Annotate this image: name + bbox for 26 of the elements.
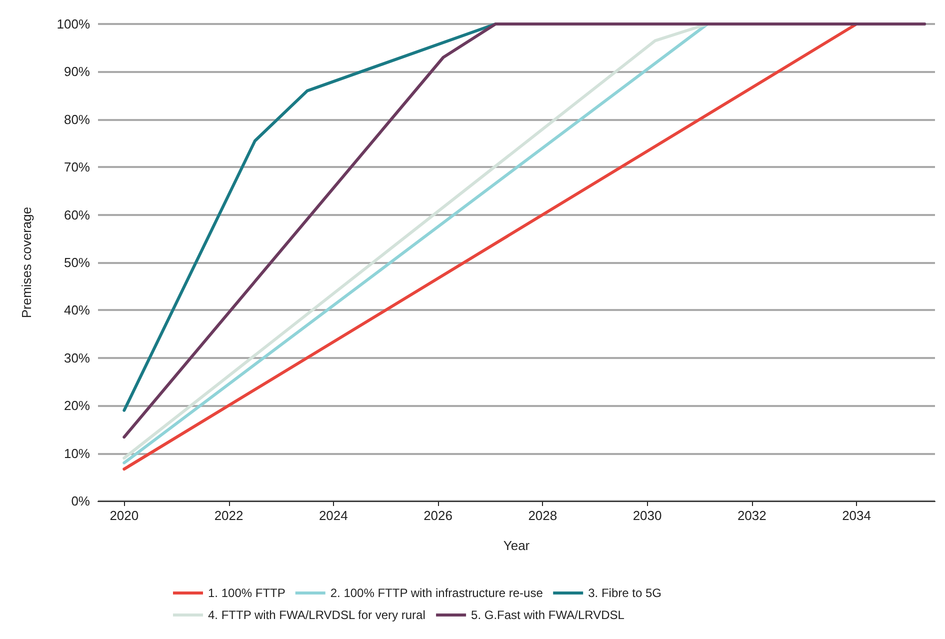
legend-label: 3. Fibre to 5G	[588, 586, 662, 600]
x-tick-label: 2030	[632, 508, 662, 523]
legend-label: 1. 100% FTTP	[208, 586, 286, 600]
y-tick-label: 30%	[64, 350, 90, 366]
x-tick-label: 2020	[110, 508, 139, 523]
y-tick-label: 0%	[71, 494, 90, 508]
y-tick-label: 10%	[64, 446, 90, 461]
y-tick-label: 80%	[64, 112, 90, 127]
x-tick-label: 2024	[318, 508, 348, 523]
y-tick-label: 70%	[64, 160, 90, 175]
x-axis-title: Year	[503, 538, 530, 553]
x-tick-label: 2032	[737, 508, 766, 523]
x-tick-label: 2028	[528, 508, 558, 523]
y-tick-label: 60%	[64, 207, 90, 222]
y-axis-title: Premises coverage	[19, 206, 34, 318]
legend-label: 4. FTTP with FWA/LRVDSL for very rural	[208, 608, 426, 622]
legend-label: 5. G.Fast with FWA/LRVDSL	[471, 608, 625, 622]
x-tick-label: 2026	[424, 508, 452, 523]
x-tick-label: 2034	[842, 508, 871, 523]
y-tick-label: 40%	[64, 302, 90, 318]
y-tick-label: 50%	[64, 255, 90, 270]
legend-label: 2. 100% FTTP with infrastructure re-use	[330, 586, 544, 600]
y-tick-label: 20%	[64, 398, 90, 414]
x-tick-label: 2022	[214, 508, 244, 523]
y-tick-label: 90%	[64, 64, 90, 80]
y-tick-label: 100%	[56, 16, 90, 32]
